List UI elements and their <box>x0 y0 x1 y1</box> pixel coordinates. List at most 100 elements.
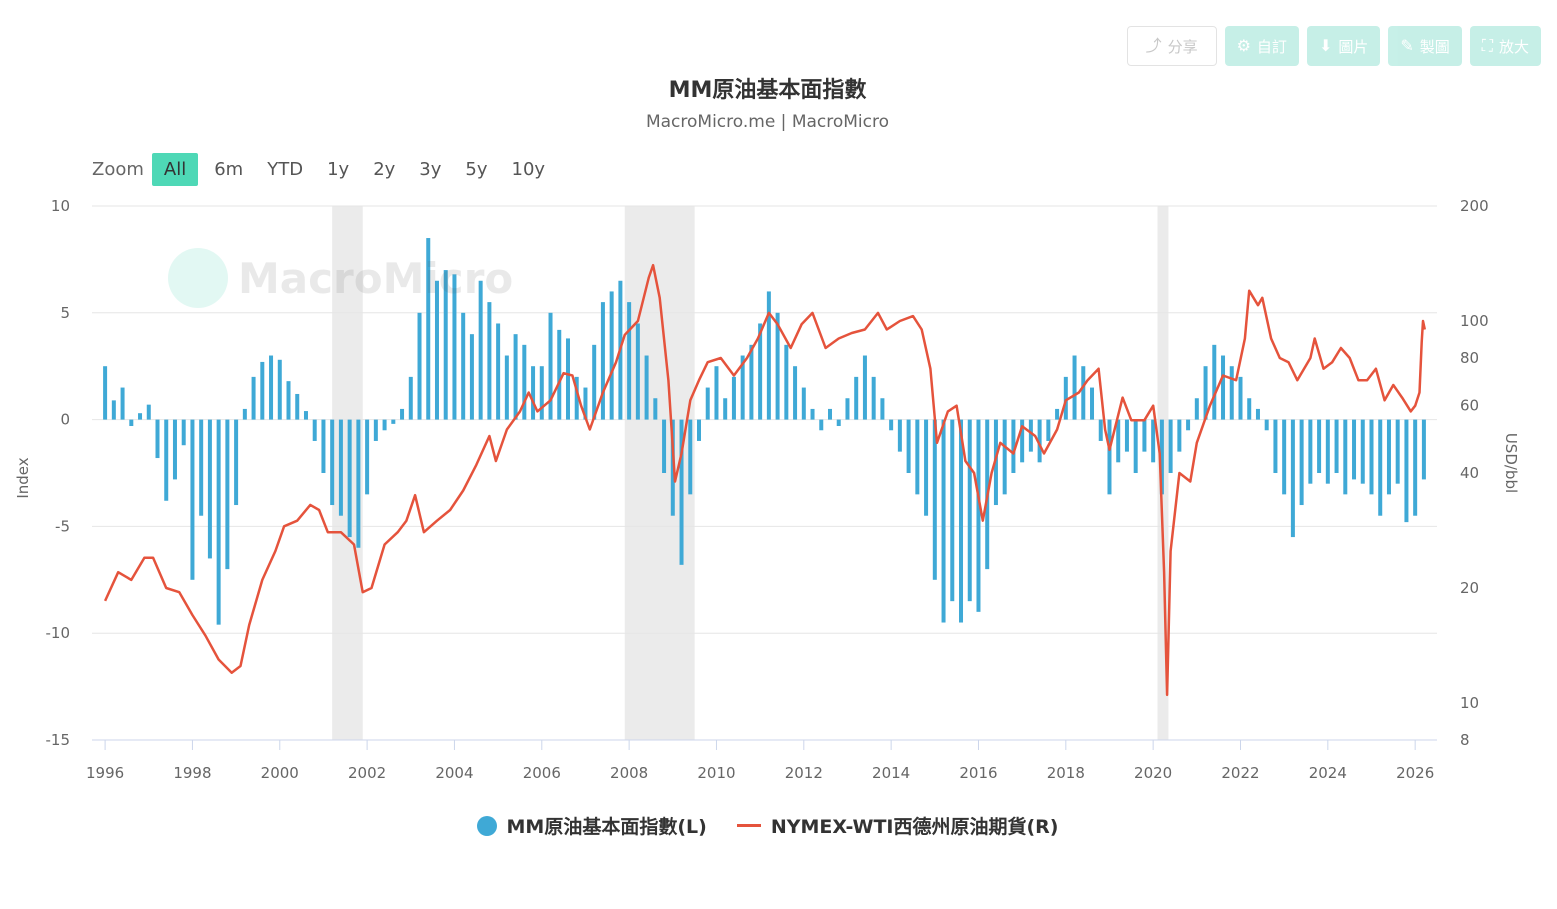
index-bar <box>1290 419 1295 538</box>
share-button[interactable]: ⤴ 分享 <box>1126 26 1217 66</box>
customize-button[interactable]: ⚙ 自訂 <box>1224 26 1299 66</box>
index-bar <box>548 312 553 420</box>
index-bar <box>696 419 701 441</box>
index-bar <box>1046 419 1051 441</box>
chart-title: MM原油基本面指數 <box>668 78 867 103</box>
index-bar <box>1360 419 1365 484</box>
index-bar <box>478 280 483 420</box>
index-bar <box>1221 355 1226 420</box>
index-bar <box>408 376 413 420</box>
index-bar <box>1124 419 1129 452</box>
index-bar <box>731 376 736 420</box>
index-bar <box>269 355 274 420</box>
legend-item-wti[interactable]: NYMEX-WTI西德州原油期貨(R) <box>736 812 1059 839</box>
index-bar <box>1386 419 1391 495</box>
x-tick-label: 2012 <box>785 764 823 782</box>
legend-item-index[interactable]: MM原油基本面指數(L) <box>476 812 707 839</box>
x-tick-label: 2008 <box>610 764 648 782</box>
index-bar <box>513 334 518 420</box>
index-bar <box>1264 419 1269 431</box>
index-bar <box>181 419 186 446</box>
x-tick-label: 2016 <box>959 764 997 782</box>
index-bar <box>574 376 579 420</box>
index-bar <box>836 419 841 427</box>
legend-label-wti: NYMEX-WTI西德州原油期貨(R) <box>770 816 1059 838</box>
index-bar <box>373 419 378 441</box>
download-image-button[interactable]: ⬇ 圖片 <box>1306 26 1381 66</box>
zoom-ytd-button[interactable]: YTD <box>267 159 304 180</box>
zoom-5y-button[interactable]: 5y <box>465 159 488 180</box>
index-bar <box>1177 419 1182 452</box>
index-bar <box>1186 419 1191 431</box>
index-bar <box>854 376 859 420</box>
x-tick-label: 2024 <box>1309 764 1347 782</box>
watermark-text: MacroMicro <box>238 253 514 303</box>
index-bar <box>330 419 335 506</box>
index-bar <box>644 355 649 420</box>
zoom-3y-button[interactable]: 3y <box>419 159 442 180</box>
index-bar <box>120 387 125 420</box>
chart-legend: MM原油基本面指數(L) NYMEX-WTI西德州原油期貨(R) <box>0 812 1535 839</box>
index-bar <box>766 291 771 420</box>
right-tick-label: 8 <box>1460 731 1470 749</box>
index-bar <box>705 387 710 420</box>
index-bar <box>469 334 474 420</box>
index-bar <box>260 361 265 420</box>
index-bar <box>1116 419 1121 463</box>
index-bar <box>452 274 457 420</box>
zoom-all-button[interactable]: All <box>151 153 199 186</box>
index-bar <box>1229 366 1234 420</box>
index-bar <box>1072 355 1077 420</box>
index-bar <box>1090 387 1095 420</box>
index-bar <box>583 387 588 420</box>
index-bar <box>775 312 780 420</box>
index-bar <box>443 270 448 420</box>
chart-subtitle: MacroMicro.me | MacroMicro <box>645 112 890 132</box>
index-bar <box>461 312 466 420</box>
index-bar <box>1247 398 1252 420</box>
legend-dot-icon <box>476 815 497 836</box>
fullscreen-button[interactable]: ⛶ 放大 <box>1469 26 1541 66</box>
index-bar <box>1317 419 1322 473</box>
zoom-2y-button[interactable]: 2y <box>373 159 396 180</box>
index-bar <box>434 280 439 420</box>
index-bar <box>1063 376 1068 420</box>
zoom-10y-button[interactable]: 10y <box>511 159 546 180</box>
index-bar <box>1299 419 1304 506</box>
x-tick-label: 1998 <box>173 764 211 782</box>
index-bar <box>496 323 501 420</box>
x-tick-label: 2022 <box>1221 764 1259 782</box>
index-bar <box>321 419 326 473</box>
index-bar <box>932 419 937 580</box>
right-tick-label: 100 <box>1460 312 1489 330</box>
index-bar <box>199 419 204 516</box>
recession-band <box>624 206 695 740</box>
legend-label-index: MM原油基本面指數(L) <box>506 816 707 838</box>
index-bar <box>417 312 422 420</box>
index-bar <box>845 398 850 420</box>
index-bar <box>810 408 815 420</box>
index-bar <box>312 419 317 441</box>
x-tick-label: 2006 <box>523 764 561 782</box>
index-bar <box>164 419 169 501</box>
index-bar <box>1404 419 1409 523</box>
left-tick-label: 5 <box>60 304 70 322</box>
index-bar <box>740 355 745 420</box>
index-bar <box>819 419 824 431</box>
x-tick-label: 2026 <box>1396 764 1434 782</box>
right-tick-label: 200 <box>1460 197 1489 215</box>
index-bar <box>1308 419 1313 484</box>
index-bar <box>758 323 763 420</box>
index-bar <box>714 366 719 420</box>
index-bar <box>1037 419 1042 463</box>
index-bar <box>1343 419 1348 495</box>
zoom-1y-button[interactable]: 1y <box>327 159 350 180</box>
x-tick-label: 2020 <box>1134 764 1172 782</box>
index-bar <box>111 400 116 420</box>
zoom-6m-button[interactable]: 6m <box>214 159 244 180</box>
edit-chart-button[interactable]: ✎ 製圖 <box>1388 26 1462 66</box>
index-bar <box>225 419 230 570</box>
index-bar <box>1168 419 1173 473</box>
index-bar <box>155 419 160 459</box>
